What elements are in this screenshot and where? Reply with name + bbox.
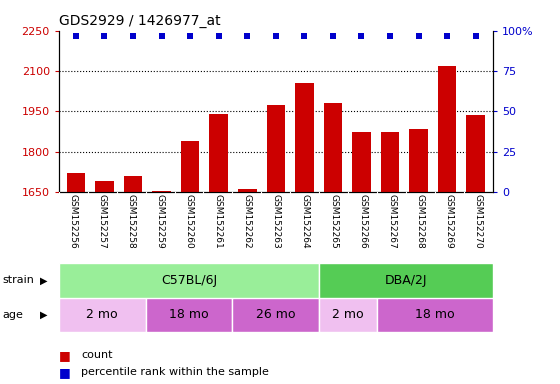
Text: GSM152264: GSM152264 bbox=[300, 194, 309, 249]
Text: 2 mo: 2 mo bbox=[332, 308, 364, 321]
Bar bbox=[466, 115, 485, 192]
Text: GSM152258: GSM152258 bbox=[127, 194, 136, 249]
Bar bbox=[438, 66, 456, 192]
Text: GSM152262: GSM152262 bbox=[242, 194, 251, 249]
Text: percentile rank within the sample: percentile rank within the sample bbox=[81, 367, 269, 377]
Text: DBA/2J: DBA/2J bbox=[385, 274, 427, 287]
Bar bbox=[59, 298, 146, 332]
Bar bbox=[409, 129, 428, 192]
Text: GSM152263: GSM152263 bbox=[271, 194, 281, 249]
Text: 18 mo: 18 mo bbox=[169, 308, 209, 321]
Bar bbox=[152, 190, 171, 192]
Bar bbox=[146, 298, 232, 332]
Text: GSM152268: GSM152268 bbox=[416, 194, 425, 249]
Bar bbox=[377, 298, 493, 332]
Bar bbox=[324, 103, 342, 192]
Text: strain: strain bbox=[3, 275, 35, 285]
Text: GSM152260: GSM152260 bbox=[184, 194, 194, 249]
Bar bbox=[381, 131, 399, 192]
Text: GSM152265: GSM152265 bbox=[329, 194, 338, 249]
Text: GSM152257: GSM152257 bbox=[97, 194, 107, 249]
Text: C57BL/6J: C57BL/6J bbox=[161, 274, 217, 287]
Text: 2 mo: 2 mo bbox=[86, 308, 118, 321]
Text: age: age bbox=[3, 310, 24, 320]
Text: 18 mo: 18 mo bbox=[415, 308, 455, 321]
Text: GSM152259: GSM152259 bbox=[156, 194, 165, 249]
Bar bbox=[67, 173, 85, 192]
Bar bbox=[352, 131, 371, 192]
Bar bbox=[209, 114, 228, 192]
Text: GSM152267: GSM152267 bbox=[387, 194, 396, 249]
Bar bbox=[95, 181, 114, 192]
Text: count: count bbox=[81, 350, 113, 360]
Text: ■: ■ bbox=[59, 349, 71, 362]
Bar bbox=[181, 141, 199, 192]
Bar bbox=[59, 263, 319, 298]
Bar bbox=[267, 104, 285, 192]
Text: ■: ■ bbox=[59, 366, 71, 379]
Bar bbox=[238, 189, 256, 192]
Bar bbox=[232, 298, 319, 332]
Bar bbox=[295, 83, 314, 192]
Text: ▶: ▶ bbox=[40, 275, 48, 285]
Text: 26 mo: 26 mo bbox=[256, 308, 296, 321]
Text: GDS2929 / 1426977_at: GDS2929 / 1426977_at bbox=[59, 14, 221, 28]
Text: GSM152269: GSM152269 bbox=[445, 194, 454, 249]
Bar bbox=[124, 176, 142, 192]
Text: GSM152261: GSM152261 bbox=[213, 194, 222, 249]
Text: GSM152256: GSM152256 bbox=[69, 194, 78, 249]
Text: ▶: ▶ bbox=[40, 310, 48, 320]
Text: GSM152266: GSM152266 bbox=[358, 194, 367, 249]
Bar bbox=[319, 263, 493, 298]
Bar bbox=[319, 298, 377, 332]
Text: GSM152270: GSM152270 bbox=[474, 194, 483, 249]
